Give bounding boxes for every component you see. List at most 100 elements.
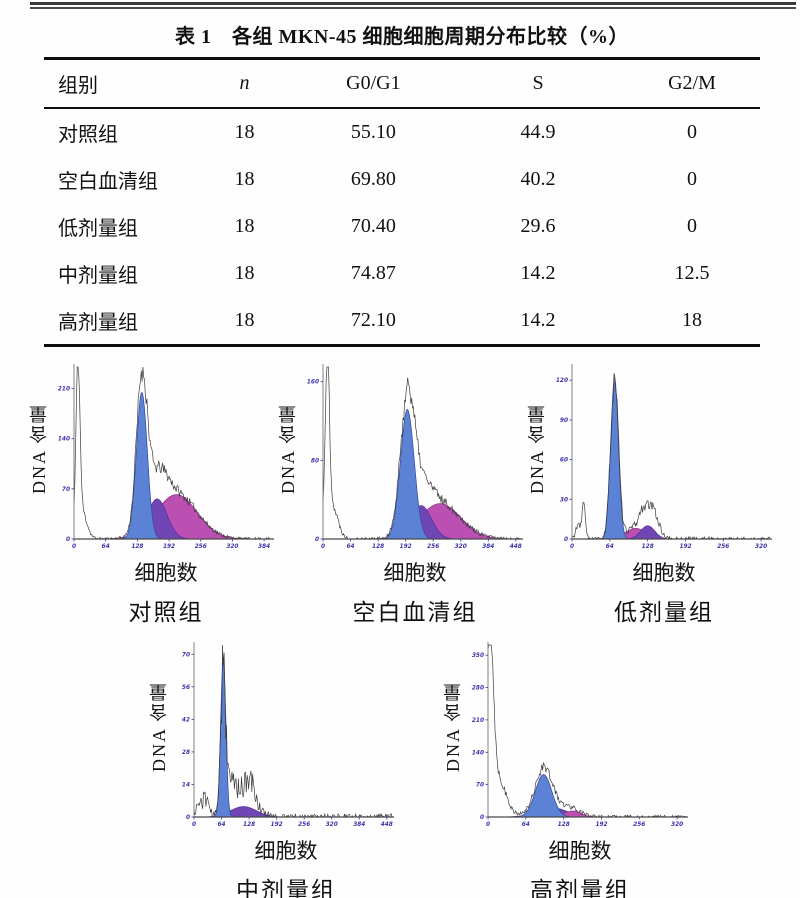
- svg-text:160: 160: [307, 380, 319, 386]
- svg-text:128: 128: [558, 822, 570, 828]
- figure-row-1: DNA 含量 0 64 128 192 256 320 384 0 70 140 210 细胞数 对…: [0, 361, 800, 627]
- svg-text:280: 280: [472, 686, 484, 692]
- cell-cycle-table-section: 表 1 各组 MKN-45 细胞细胞周期分布比较（%） 组别 n G0/G1 S…: [0, 0, 800, 347]
- svg-text:140: 140: [472, 750, 484, 756]
- flow-chart-blank-serum: DNA 含量 0 64 128 192 256 320 384 448 0 80 160 细胞数 空…: [278, 361, 527, 627]
- cell-g0g1: 70.40: [350, 215, 396, 237]
- chart-plot-area: DNA 含量 0 64 128 192 256 320 384 448 0 80 160: [278, 361, 527, 559]
- table-row: 对照组 18 55.10 44.9 0: [44, 108, 760, 156]
- raw-trace: [73, 366, 273, 540]
- flow-histogram-holder: 0 64 128 192 256 320 384 0 70 140 210: [48, 361, 278, 559]
- cell-group: 对照组: [58, 124, 118, 146]
- flow-histogram-holder: 0 64 128 192 256 320 0 70 140 210 280 350: [462, 639, 692, 837]
- chart-plot-area: DNA 含量 0 64 128 192 256 320 0 30 60 90 120: [527, 361, 776, 559]
- svg-text:64: 64: [346, 544, 354, 550]
- svg-text:320: 320: [671, 822, 683, 828]
- cell-group: 高剂量组: [58, 312, 138, 334]
- cell-g2m: 12.5: [674, 262, 710, 284]
- svg-text:320: 320: [226, 544, 238, 550]
- svg-text:256: 256: [717, 544, 729, 550]
- phase-fills: [194, 660, 392, 818]
- cell-g2m: 0: [686, 121, 697, 143]
- svg-text:350: 350: [472, 653, 484, 659]
- cell-g2m: 0: [686, 168, 697, 190]
- cell-group: 空白血清组: [58, 171, 158, 193]
- cell-s: 14.2: [520, 309, 556, 331]
- svg-text:0: 0: [186, 815, 190, 821]
- svg-text:64: 64: [217, 822, 225, 828]
- axes: [571, 364, 772, 540]
- svg-text:320: 320: [455, 544, 467, 550]
- table-row: 空白血清组 18 69.80 40.2 0: [44, 156, 760, 203]
- flow-histogram-holder: 0 64 128 192 256 320 384 448 0 80 160: [297, 361, 527, 559]
- axes: [487, 642, 688, 818]
- col-header-g2m: G2/M: [668, 72, 716, 94]
- cell-g2m: 0: [686, 215, 697, 237]
- flow-chart-high-dose: DNA 含量 0 64 128 192 256 320 0 70 140 210 280 350 细胞…: [443, 639, 692, 898]
- cell-n: 18: [234, 168, 255, 190]
- svg-text:30: 30: [560, 497, 568, 503]
- svg-text:192: 192: [679, 544, 691, 550]
- y-axis-label: DNA 含量: [278, 403, 298, 495]
- col-header-n: n: [239, 72, 250, 94]
- col-header-s: S: [532, 72, 544, 94]
- svg-text:0: 0: [480, 815, 484, 821]
- svg-text:80: 80: [311, 458, 319, 464]
- svg-text:192: 192: [595, 822, 607, 828]
- figure-row-2: DNA 含量 0 64 128 192 256 320 384 448 0 14 28 42 56 70 …: [0, 639, 800, 898]
- y-axis-label: DNA 含量: [149, 681, 169, 773]
- svg-text:64: 64: [102, 544, 110, 550]
- cell-s: 44.9: [520, 121, 556, 143]
- cell-g0g1: 72.10: [350, 309, 396, 331]
- svg-text:384: 384: [258, 544, 270, 550]
- svg-text:210: 210: [472, 718, 484, 724]
- chart-plot-area: DNA 含量 0 64 128 192 256 320 0 70 140 210 280 350: [443, 639, 692, 837]
- cell-g0g1: 74.87: [350, 262, 396, 284]
- svg-text:70: 70: [62, 487, 70, 493]
- tick-labels: 0 64 128 192 256 320 0 30 60 90 120: [556, 378, 767, 550]
- flow-histogram-4: 0 64 128 192 256 320 0 70 140 210 280 350: [472, 642, 688, 828]
- table-row: 中剂量组 18 74.87 14.2 12.5: [44, 250, 760, 297]
- cell-s: 14.2: [520, 262, 556, 284]
- table-row: 高剂量组 18 72.10 14.2 18: [44, 297, 760, 346]
- svg-text:28: 28: [182, 750, 190, 756]
- svg-text:60: 60: [560, 458, 568, 464]
- cell-n: 18: [234, 215, 255, 237]
- chart-group-title: 中剂量组: [236, 878, 336, 898]
- svg-text:192: 192: [163, 544, 175, 550]
- x-axis-label: 细胞数: [632, 561, 696, 585]
- chart-plot-area: DNA 含量 0 64 128 192 256 320 384 448 0 14 28 42 56 70: [149, 639, 398, 837]
- tick-labels: 0 64 128 192 256 320 384 448 0 14 28 42 56 70: [182, 652, 393, 828]
- svg-text:120: 120: [556, 378, 568, 384]
- tick-labels: 0 64 128 192 256 320 384 0 70 140 210: [58, 387, 270, 551]
- svg-text:128: 128: [372, 544, 384, 550]
- svg-text:0: 0: [192, 822, 196, 828]
- svg-text:256: 256: [633, 822, 645, 828]
- svg-text:320: 320: [326, 822, 338, 828]
- flow-histogram-1: 0 64 128 192 256 320 384 448 0 80 160: [307, 364, 523, 550]
- svg-text:56: 56: [182, 685, 190, 691]
- x-axis-label: 细胞数: [383, 561, 447, 585]
- svg-text:384: 384: [353, 822, 365, 828]
- tick-labels: 0 64 128 192 256 320 384 448 0 80 160: [307, 380, 522, 550]
- flow-histogram-3: 0 64 128 192 256 320 384 448 0 14 28 42 56 70: [182, 642, 394, 828]
- cell-s: 29.6: [520, 215, 556, 237]
- svg-text:320: 320: [755, 544, 767, 550]
- phase-fills: [488, 774, 686, 818]
- svg-text:0: 0: [570, 544, 574, 550]
- figure-1: DNA 含量 0 64 128 192 256 320 384 0 70 140 210 细胞数 对…: [0, 361, 800, 898]
- svg-text:0: 0: [564, 537, 568, 543]
- y-axis-label: DNA 含量: [527, 403, 547, 495]
- svg-text:192: 192: [400, 544, 412, 550]
- chart-group-title: 低剂量组: [614, 600, 714, 625]
- chart-plot-area: DNA 含量 0 64 128 192 256 320 384 0 70 140 210: [29, 361, 278, 559]
- svg-text:0: 0: [72, 544, 76, 550]
- raw-trace: [487, 644, 687, 818]
- tick-labels: 0 64 128 192 256 320 0 70 140 210 280 350: [472, 653, 683, 828]
- table-header-row: 组别 n G0/G1 S G2/M: [44, 58, 760, 108]
- page-top-rule-1: [30, 2, 796, 5]
- phase-fills: [323, 408, 521, 540]
- phase-fills: [74, 392, 272, 540]
- svg-text:0: 0: [321, 544, 325, 550]
- page-top-rule-2: [30, 6, 796, 9]
